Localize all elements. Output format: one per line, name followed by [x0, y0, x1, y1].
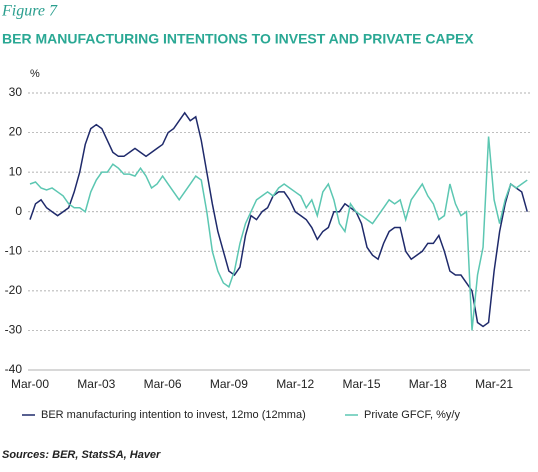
legend-label: BER manufacturing intention to invest, 1…	[41, 409, 306, 421]
y-tick-label: 10	[9, 164, 23, 178]
x-tick-label: Mar-15	[342, 377, 380, 391]
y-tick-label: -40	[5, 362, 23, 376]
source-note: Sources: BER, StatsSA, Haver	[2, 449, 161, 461]
chart-title: BER MANUFACTURING INTENTIONS TO INVEST A…	[2, 31, 474, 47]
x-tick-label: Mar-12	[276, 377, 314, 391]
y-tick-label: 20	[9, 125, 23, 139]
y-tick-label: 0	[15, 204, 22, 218]
figure-label: Figure 7	[1, 3, 58, 20]
x-tick-label: Mar-06	[144, 377, 182, 391]
x-tick-label: Mar-09	[210, 377, 248, 391]
x-tick-label: Mar-03	[77, 377, 115, 391]
series-line	[29, 111, 528, 328]
y-tick-label: 30	[9, 85, 23, 99]
x-tick-label: Mar-21	[475, 377, 513, 391]
y-axis-label: %	[30, 68, 40, 80]
x-tick-label: Mar-18	[409, 377, 447, 391]
y-tick-label: -20	[5, 283, 23, 297]
y-tick-label: -30	[5, 323, 23, 337]
x-tick-label: Mar-00	[11, 377, 49, 391]
y-tick-label: -10	[5, 243, 23, 257]
series-line	[29, 136, 528, 331]
legend-label: Private GFCF, %y/y	[364, 409, 460, 421]
